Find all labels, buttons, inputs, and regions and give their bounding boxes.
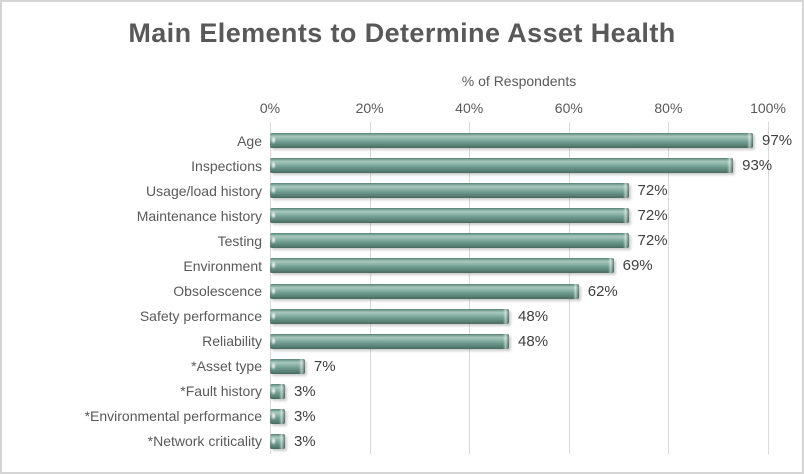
bar <box>270 283 579 299</box>
x-tick-label: 0% <box>259 100 281 116</box>
category-label: *Environmental performance <box>84 408 262 425</box>
bar <box>270 133 754 149</box>
category-label: Inspections <box>191 157 262 174</box>
category-label: Age <box>237 132 262 149</box>
category-label: *Asset type <box>191 358 262 375</box>
value-label: 93% <box>742 157 773 175</box>
x-tick-label: 100% <box>750 100 786 116</box>
value-label: 72% <box>637 232 668 250</box>
bar <box>270 208 629 224</box>
value-label: 72% <box>637 207 668 225</box>
category-label: Usage/load history <box>146 182 262 199</box>
bar <box>270 383 285 399</box>
x-tick-label: 40% <box>455 100 484 116</box>
x-tick-label: 80% <box>654 100 683 116</box>
category-label: *Network criticality <box>147 433 262 450</box>
chart-title: Main Elements to Determine Asset Health <box>128 18 676 48</box>
bar <box>270 158 734 174</box>
category-label: Environment <box>183 257 262 274</box>
category-label: *Fault history <box>180 383 262 400</box>
gridline <box>668 122 670 454</box>
bar <box>270 308 510 324</box>
x-tick-label: 60% <box>554 100 583 116</box>
value-label: 62% <box>587 282 618 300</box>
value-axis-title: % of Respondents <box>461 73 577 89</box>
bar <box>270 358 305 374</box>
bar <box>270 408 285 424</box>
category-label: Reliability <box>202 333 262 350</box>
value-label: 72% <box>637 182 668 200</box>
bar <box>270 183 629 199</box>
bar <box>270 333 510 349</box>
bar <box>270 233 629 249</box>
category-label: Safety performance <box>139 308 262 325</box>
value-label: 7% <box>313 357 336 375</box>
bar <box>270 258 614 274</box>
value-label: 48% <box>518 332 549 350</box>
value-label: 97% <box>762 132 793 150</box>
value-label: 69% <box>622 257 653 275</box>
bar <box>270 434 285 449</box>
value-label: 3% <box>293 432 316 450</box>
value-label: 3% <box>293 407 316 425</box>
value-label: 48% <box>518 307 549 325</box>
category-label: Obsolescence <box>173 283 262 299</box>
x-tick-label: 20% <box>355 100 384 116</box>
value-label: 3% <box>293 382 316 400</box>
category-label: Testing <box>217 232 262 249</box>
category-label: Maintenance history <box>136 207 262 224</box>
gridline <box>768 122 769 454</box>
